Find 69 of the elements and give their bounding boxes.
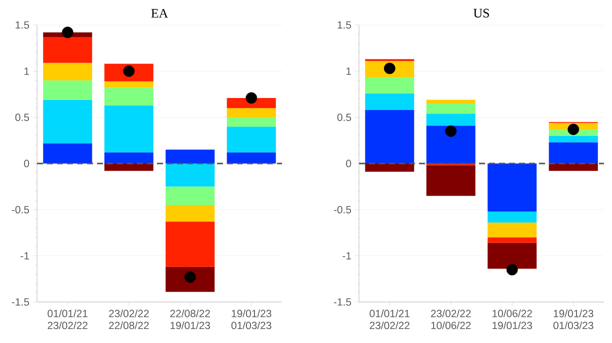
bar <box>488 242 537 269</box>
y-tick-label: 0 <box>346 160 352 168</box>
chart-title: EA <box>151 8 168 18</box>
bar <box>104 88 154 106</box>
y-tick-label: 1.5 <box>338 21 352 29</box>
bar <box>226 117 276 127</box>
point <box>506 264 518 276</box>
y-tick-label: -1.5 <box>12 298 30 306</box>
bar <box>104 152 154 164</box>
y-tick-label: 1.5 <box>16 21 30 29</box>
y-tick-label: 1 <box>346 68 351 75</box>
y-tick-label: -0.5 <box>12 206 30 214</box>
x-tick-label: 01/01/21 23/02/22 <box>370 310 410 330</box>
bar <box>488 237 537 243</box>
bar <box>488 222 537 238</box>
y-tick-label: 0.5 <box>15 114 30 122</box>
bar <box>426 100 476 104</box>
point <box>384 62 396 74</box>
point <box>445 125 457 137</box>
bar <box>226 108 276 118</box>
bar <box>365 93 414 110</box>
point <box>62 26 74 38</box>
bar <box>426 165 476 196</box>
bar <box>104 105 154 152</box>
x-tick-label: 01/01/21 23/02/22 <box>48 310 88 330</box>
bar <box>548 142 598 164</box>
chart-title: US <box>473 8 489 18</box>
y-tick-label: 0 <box>24 160 30 168</box>
y-tick-label: -1 <box>20 252 29 260</box>
point <box>246 92 258 104</box>
x-tick-label: 10/06/22 19/01/23 <box>492 310 532 330</box>
x-tick-label: 19/01/23 01/03/23 <box>553 310 594 330</box>
y-tick-label: 1 <box>24 68 29 75</box>
bar <box>166 266 215 292</box>
bar <box>365 110 414 164</box>
bar <box>104 81 154 88</box>
point <box>568 124 580 136</box>
x-tick-label: 22/08/22 19/01/23 <box>170 310 210 330</box>
bar <box>426 114 476 126</box>
bar <box>166 164 215 187</box>
y-tick-label: -0.5 <box>334 206 352 214</box>
bar <box>226 152 276 164</box>
y-tick-label: -1 <box>342 252 351 260</box>
bar <box>43 37 92 63</box>
bar <box>365 164 414 172</box>
bar <box>426 126 476 164</box>
bar <box>166 205 215 222</box>
bar <box>43 62 92 80</box>
bar <box>548 164 598 171</box>
y-tick-label: 0.5 <box>337 114 352 122</box>
point <box>184 271 196 283</box>
bar <box>43 80 92 100</box>
bar <box>488 212 537 223</box>
bar <box>166 150 215 164</box>
x-tick-label: 23/02/22 10/06/22 <box>431 310 471 330</box>
bar <box>166 186 215 206</box>
point <box>123 65 135 77</box>
y-tick-label: -1.5 <box>334 298 352 306</box>
bar <box>226 126 276 152</box>
bar <box>104 164 154 171</box>
bar <box>365 78 414 94</box>
bar <box>488 164 537 212</box>
x-tick-label: 23/02/22 22/08/22 <box>109 310 149 330</box>
bar <box>43 100 92 144</box>
bar <box>43 143 92 164</box>
bar <box>548 136 598 142</box>
bar <box>166 222 215 267</box>
bar <box>426 103 476 114</box>
x-tick-label: 19/01/23 01/03/23 <box>231 310 272 330</box>
